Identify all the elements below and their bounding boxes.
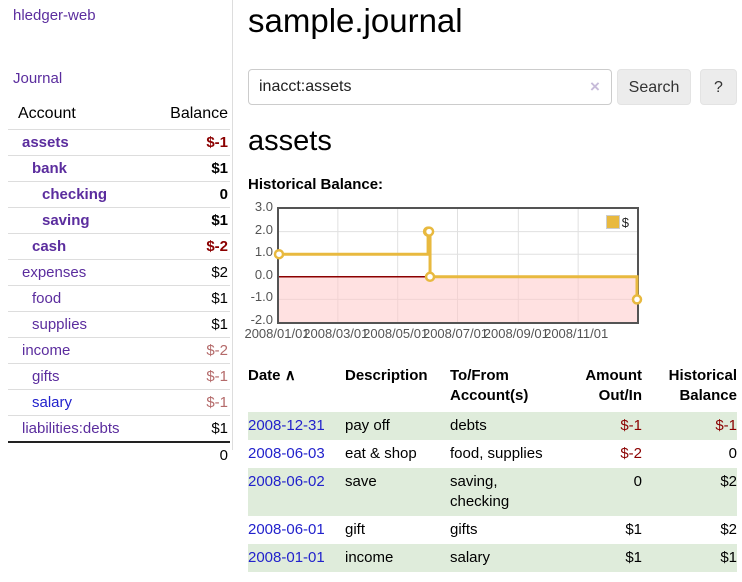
register-header-description: Description [345, 367, 428, 384]
register-row: 2008-06-02 save saving, checking 0 $2 [248, 468, 737, 516]
main-content: sample.journal × Search ? assets Histori… [244, 0, 742, 582]
account-row: liabilities:debts $1 [8, 415, 230, 442]
transaction-description: pay off [345, 417, 390, 434]
account-row: supplies $1 [8, 311, 230, 338]
accounts-header-account: Account [8, 101, 145, 130]
register-row: 2008-01-01 income salary $1 $1 [248, 544, 737, 572]
transaction-amount: $1 [625, 521, 642, 538]
sort-ascending-icon: ∧ [284, 367, 296, 384]
account-row: gifts $-1 [8, 363, 230, 390]
account-balance: $1 [144, 311, 230, 338]
register-row: 2008-12-31 pay off debts $-1 $-1 [248, 412, 737, 440]
account-row: income $-2 [8, 337, 230, 364]
transaction-accounts: saving, checking [450, 473, 510, 510]
account-row: cash $-2 [8, 233, 230, 260]
account-heading: assets [248, 125, 332, 157]
account-link-saving[interactable]: saving [42, 212, 90, 229]
search-bar: × Search ? [248, 69, 742, 105]
legend-swatch-icon [605, 215, 620, 229]
x-axis-labels: 2008/01/01 2008/03/01 2008/05/01 2008/07/01… [244, 326, 609, 341]
transaction-amount: $-1 [620, 417, 642, 434]
chart-canvas [273, 209, 643, 322]
search-button[interactable]: Search [617, 69, 691, 105]
help-button[interactable]: ? [700, 69, 737, 105]
accounts-total-value: 0 [144, 441, 230, 467]
transaction-balance: 0 [728, 445, 737, 462]
register-row: 2008-06-03 eat & shop food, supplies $-2… [248, 440, 737, 468]
transaction-date-link[interactable]: 2008-06-03 [248, 445, 325, 462]
transaction-balance: $-1 [715, 417, 737, 434]
transaction-description: income [345, 549, 394, 566]
chart-plot-area: $ [273, 207, 643, 324]
search-input[interactable] [248, 69, 612, 105]
transaction-amount: $1 [625, 549, 642, 566]
page-title: sample.journal [248, 2, 463, 39]
transaction-date-link[interactable]: 2008-06-02 [248, 473, 325, 490]
account-row: assets $-1 [8, 130, 230, 156]
app-brand-link[interactable]: hledger-web [13, 7, 96, 24]
legend-label: $ [621, 215, 629, 230]
sidebar-item-journal[interactable]: Journal [13, 70, 63, 87]
account-link-supplies[interactable]: supplies [32, 316, 88, 333]
account-balance: $-2 [144, 337, 230, 364]
y-axis-labels: 3.0 2.0 1.0 0.0 -1.0 -2.0 [250, 199, 273, 327]
account-balance: $1 [144, 207, 230, 234]
chart-legend: $ [605, 215, 629, 230]
account-link-checking[interactable]: checking [42, 186, 108, 203]
account-row: salary $-1 [8, 389, 230, 416]
account-link-bank[interactable]: bank [32, 160, 68, 177]
account-balance: $-2 [144, 233, 230, 260]
accounts-header-balance: Balance [144, 101, 230, 130]
transaction-date-link[interactable]: 2008-12-31 [248, 417, 325, 434]
historical-balance-chart: 3.0 2.0 1.0 0.0 -1.0 -2.0 $ 2008/01/01 2008/03… [244, 199, 742, 348]
transaction-description: eat & shop [345, 445, 417, 462]
account-balance: $1 [144, 285, 230, 312]
account-balance: $1 [144, 415, 230, 442]
account-balance: $2 [144, 259, 230, 286]
register-row: 2008-06-01 gift gifts $1 $2 [248, 516, 737, 544]
account-row: food $1 [8, 285, 230, 312]
account-row: expenses $2 [8, 259, 230, 286]
transaction-accounts: debts [450, 417, 487, 434]
account-link-salary[interactable]: salary [32, 394, 73, 411]
transaction-date-link[interactable]: 2008-01-01 [248, 549, 325, 566]
account-balance: $-1 [144, 363, 230, 390]
transaction-date-link[interactable]: 2008-06-01 [248, 521, 325, 538]
chart-title: Historical Balance: [248, 176, 384, 193]
account-link-expenses[interactable]: expenses [22, 264, 87, 281]
register-header-amount: Amount Out/In [585, 367, 642, 404]
register-table: Date ∧ Description To/From Account(s) Amo… [248, 364, 737, 572]
account-row: bank $1 [8, 155, 230, 182]
register-header-balance: Historical Balance [668, 367, 737, 404]
transaction-description: gift [345, 521, 366, 538]
transaction-accounts: food, supplies [450, 445, 543, 462]
register-header-date[interactable]: Date ∧ [248, 367, 296, 384]
account-link-income[interactable]: income [22, 342, 71, 359]
transaction-amount: 0 [633, 473, 642, 490]
transaction-balance: $2 [720, 521, 737, 538]
transaction-balance: $1 [720, 549, 737, 566]
account-row: saving $1 [8, 207, 230, 234]
account-link-gifts[interactable]: gifts [32, 368, 60, 385]
clear-search-icon[interactable]: × [590, 77, 600, 96]
account-balance: $-1 [144, 389, 230, 416]
account-balance: 0 [144, 181, 230, 208]
transaction-amount: $-2 [620, 445, 642, 462]
transaction-accounts: salary [450, 549, 491, 566]
accounts-total-row: 0 [8, 441, 230, 467]
account-link-assets[interactable]: assets [22, 134, 69, 151]
account-balance: $1 [144, 155, 230, 182]
register-header-accounts: To/From Account(s) [450, 367, 529, 404]
account-balance: $-1 [206, 134, 228, 151]
account-link-cash[interactable]: cash [32, 238, 67, 255]
account-link-food[interactable]: food [32, 290, 62, 307]
sidebar: hledger-web Journal Account Balance asse… [0, 0, 233, 467]
transaction-description: save [345, 473, 377, 490]
account-link-liabilities-debts[interactable]: liabilities:debts [22, 420, 120, 437]
account-row: checking 0 [8, 181, 230, 208]
transaction-accounts: gifts [450, 521, 478, 538]
transaction-balance: $2 [720, 473, 737, 490]
accounts-table: Account Balance assets $-1 bank $1 checkin… [8, 101, 230, 467]
